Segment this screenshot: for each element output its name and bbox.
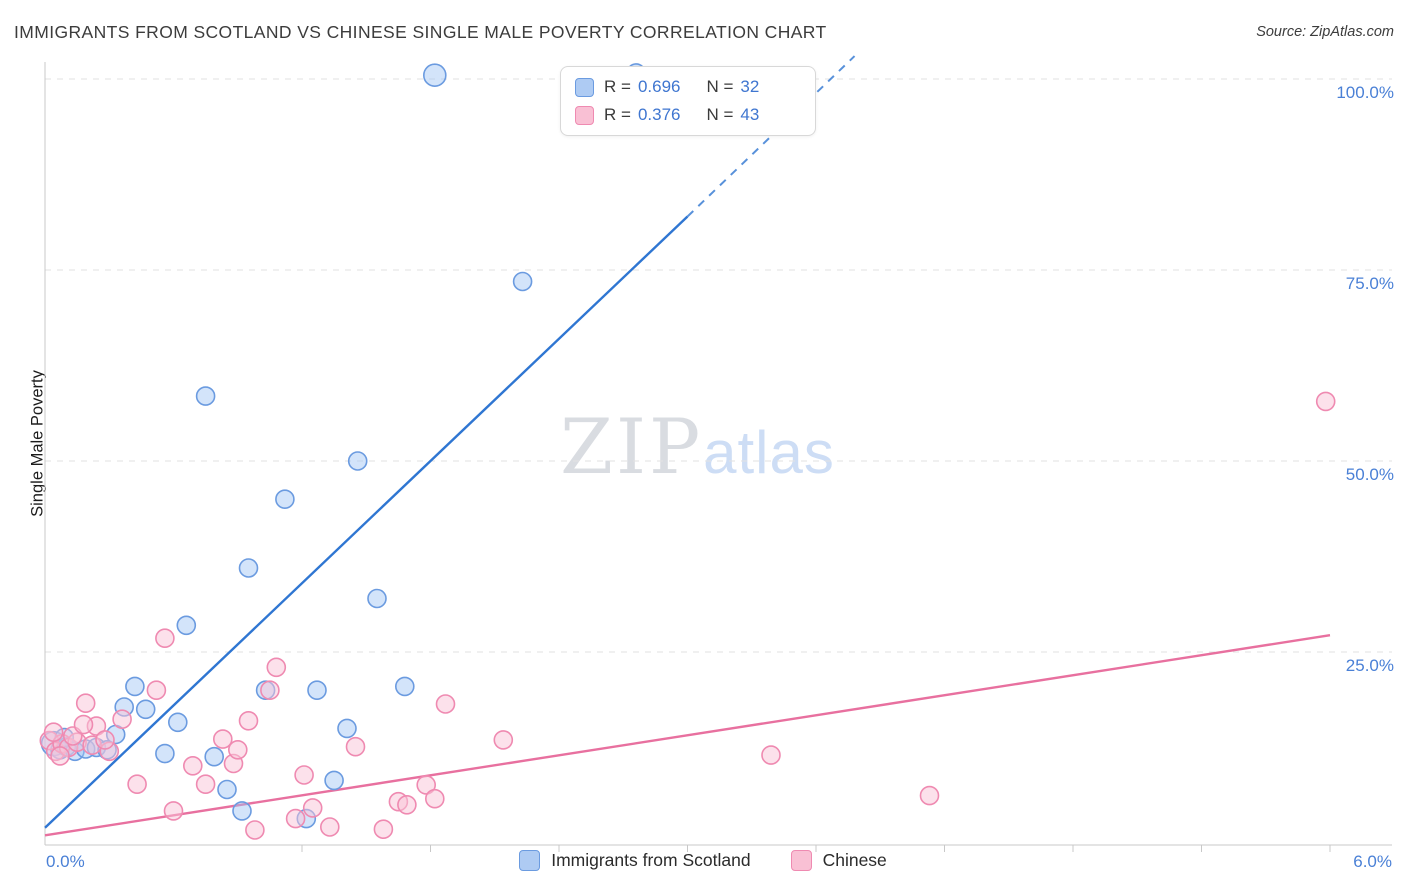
- scatter-point: [761, 745, 781, 765]
- scatter-point: [245, 820, 265, 840]
- scatter-point: [512, 271, 533, 292]
- scatter-point: [373, 819, 394, 840]
- scatter-point: [307, 680, 327, 701]
- scatter-point: [183, 755, 203, 776]
- series-legend: Immigrants from Scotland Chinese: [0, 850, 1406, 871]
- legend-item-chinese: Chinese: [790, 850, 887, 871]
- scatter-point: [168, 712, 188, 733]
- r-label: R =: [604, 105, 631, 124]
- x-axis-max-label: 6.0%: [1353, 852, 1392, 871]
- r-label: R =: [604, 77, 631, 96]
- scatter-point: [337, 718, 357, 739]
- scotland-swatch-icon: [575, 77, 594, 97]
- y-tick-label: 100.0%: [1336, 83, 1394, 102]
- scatter-point: [135, 699, 156, 720]
- scatter-point: [275, 489, 295, 510]
- n-label: N =: [706, 105, 734, 124]
- chinese-swatch-icon: [575, 105, 594, 125]
- scatter-point: [195, 774, 216, 795]
- scatter-point: [238, 558, 259, 578]
- scatter-point: [95, 730, 115, 750]
- scatter-point: [493, 730, 514, 750]
- gridlines: 100.0% 75.0% 50.0% 25.0%: [45, 78, 1394, 675]
- stats-row-scotland: R = 0.696 N = 32: [575, 77, 801, 97]
- scatter-point: [397, 794, 417, 815]
- scatter-point: [238, 710, 259, 731]
- scatter-point: [919, 785, 940, 806]
- scatter-point: [195, 386, 216, 406]
- source-attribution[interactable]: Source: ZipAtlas.com: [1256, 24, 1394, 40]
- correlation-stats-box: R = 0.696 N = 32 R = 0.376 N = 43: [560, 66, 816, 136]
- scatter-point: [232, 801, 252, 821]
- scatter-point: [345, 736, 366, 757]
- scatter-point: [394, 676, 415, 697]
- axes: [44, 62, 1392, 852]
- scatter-point: [319, 817, 340, 837]
- legend-label-chinese: Chinese: [822, 850, 887, 870]
- n-label: N =: [706, 77, 734, 96]
- scatter-point: [50, 746, 70, 766]
- scatter-point: [435, 694, 456, 714]
- scatter-point: [204, 746, 224, 767]
- n-value-chinese: 43: [740, 105, 760, 124]
- points-scotland: [40, 63, 646, 829]
- legend-label-scotland: Immigrants from Scotland: [551, 850, 751, 870]
- scatter-point: [416, 775, 437, 795]
- scatter-point: [266, 657, 287, 678]
- scatter-point: [75, 693, 96, 714]
- scatter-point: [163, 801, 184, 821]
- scatter-point: [228, 739, 248, 760]
- legend-item-scotland: Immigrants from Scotland: [519, 850, 751, 871]
- scatter-point: [176, 615, 197, 636]
- scatter-point: [213, 729, 233, 749]
- chinese-legend-swatch-icon: [790, 850, 812, 871]
- scatter-point: [260, 680, 280, 701]
- scatter-point: [324, 770, 344, 791]
- scatter-point: [112, 709, 132, 730]
- n-value-scotland: 32: [740, 77, 760, 96]
- scatter-point: [424, 788, 445, 809]
- scatter-point: [127, 774, 147, 795]
- scatter-point: [302, 798, 323, 818]
- scatter-point: [73, 714, 94, 735]
- scatter-point: [43, 722, 64, 743]
- r-value-scotland: 0.696: [637, 77, 681, 96]
- scatter-point: [217, 779, 237, 800]
- scotland-legend-swatch-icon: [519, 850, 541, 871]
- scatter-point: [347, 451, 368, 471]
- scatter-point: [285, 808, 306, 829]
- scatter-point: [294, 765, 314, 785]
- y-tick-label: 75.0%: [1346, 274, 1394, 293]
- scatter-point: [155, 743, 175, 764]
- x-axis-min-label: 0.0%: [46, 852, 85, 871]
- scatter-point: [367, 588, 387, 609]
- y-tick-label: 50.0%: [1346, 465, 1394, 484]
- trend-line-scotland: [44, 55, 856, 829]
- scatter-point: [1315, 391, 1336, 412]
- scatter-point: [125, 676, 145, 697]
- y-tick-label: 25.0%: [1346, 656, 1394, 675]
- scatter-point: [146, 680, 167, 701]
- trend-line-chinese: [44, 634, 1331, 837]
- scatter-point: [422, 63, 447, 87]
- points-chinese: [39, 391, 1336, 840]
- page-title: IMMIGRANTS FROM SCOTLAND VS CHINESE SING…: [14, 22, 827, 42]
- scatter-point: [155, 628, 175, 649]
- r-value-chinese: 0.376: [637, 105, 681, 124]
- stats-row-chinese: R = 0.376 N = 43: [575, 105, 801, 125]
